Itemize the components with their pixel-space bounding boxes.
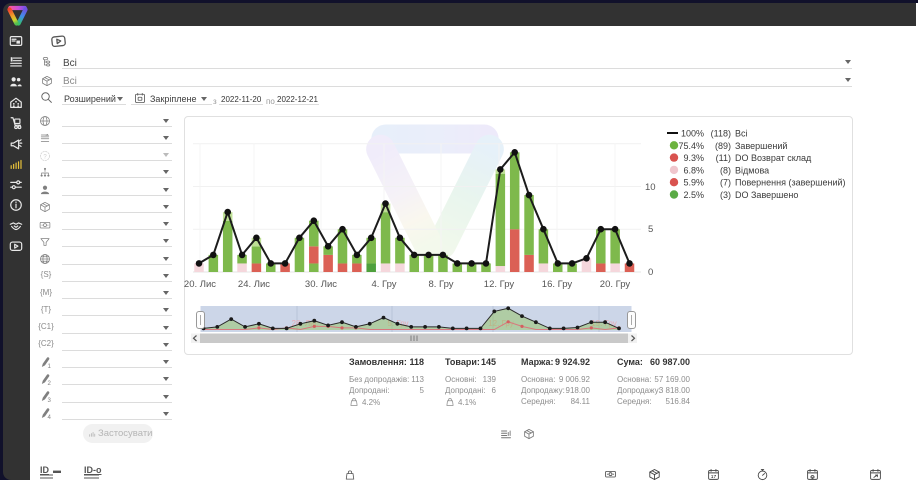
svg-text:0: 0 — [648, 267, 653, 278]
svg-text:5: 5 — [648, 224, 653, 235]
svg-text:100%: 100% — [681, 129, 704, 139]
svg-text:16. Гру: 16. Гру — [542, 279, 573, 290]
svg-text:Повернення (завершений): Повернення (завершений) — [735, 178, 846, 188]
svg-text:(89): (89) — [715, 141, 731, 151]
svg-text:4. Гру: 4. Гру — [371, 279, 396, 290]
svg-text:8. Гру: 8. Гру — [428, 279, 453, 290]
svg-text:2: 2 — [47, 380, 51, 386]
svg-text:28. Лис: 28. Лис — [291, 319, 318, 328]
svg-text:10: 10 — [645, 182, 656, 193]
svg-text:Завершений: Завершений — [735, 141, 787, 151]
svg-text:20. Гру: 20. Гру — [600, 279, 631, 290]
svg-text:12. Гру: 12. Гру — [488, 319, 514, 328]
svg-text:9.3%: 9.3% — [683, 153, 704, 163]
svg-text:4: 4 — [47, 414, 51, 420]
svg-text:(118): (118) — [711, 129, 731, 139]
svg-text:(3): (3) — [720, 190, 731, 200]
svg-text:1: 1 — [47, 363, 51, 369]
svg-text:24. Лис: 24. Лис — [238, 279, 270, 290]
svg-text:Відмова: Відмова — [735, 165, 769, 175]
svg-text:(11): (11) — [716, 153, 731, 163]
svg-text:5.9%: 5.9% — [683, 178, 704, 188]
svg-text:17: 17 — [711, 474, 717, 480]
svg-text:(7): (7) — [720, 178, 731, 188]
svg-text:6.8%: 6.8% — [683, 165, 704, 175]
svg-text:30. Лис: 30. Лис — [305, 279, 337, 290]
svg-text:DO Возврат склад: DO Возврат склад — [735, 153, 812, 163]
svg-text:(8): (8) — [720, 165, 731, 175]
svg-text:75.4%: 75.4% — [678, 141, 704, 151]
svg-text:2.5%: 2.5% — [683, 190, 704, 200]
svg-text:?: ? — [43, 154, 47, 160]
svg-text:12. Гру: 12. Гру — [484, 279, 515, 290]
svg-text:3: 3 — [47, 397, 51, 403]
svg-text:DO Завершено: DO Завершено — [735, 190, 798, 200]
svg-text:Всі: Всі — [735, 129, 748, 139]
svg-text:20. Лис: 20. Лис — [184, 279, 216, 290]
